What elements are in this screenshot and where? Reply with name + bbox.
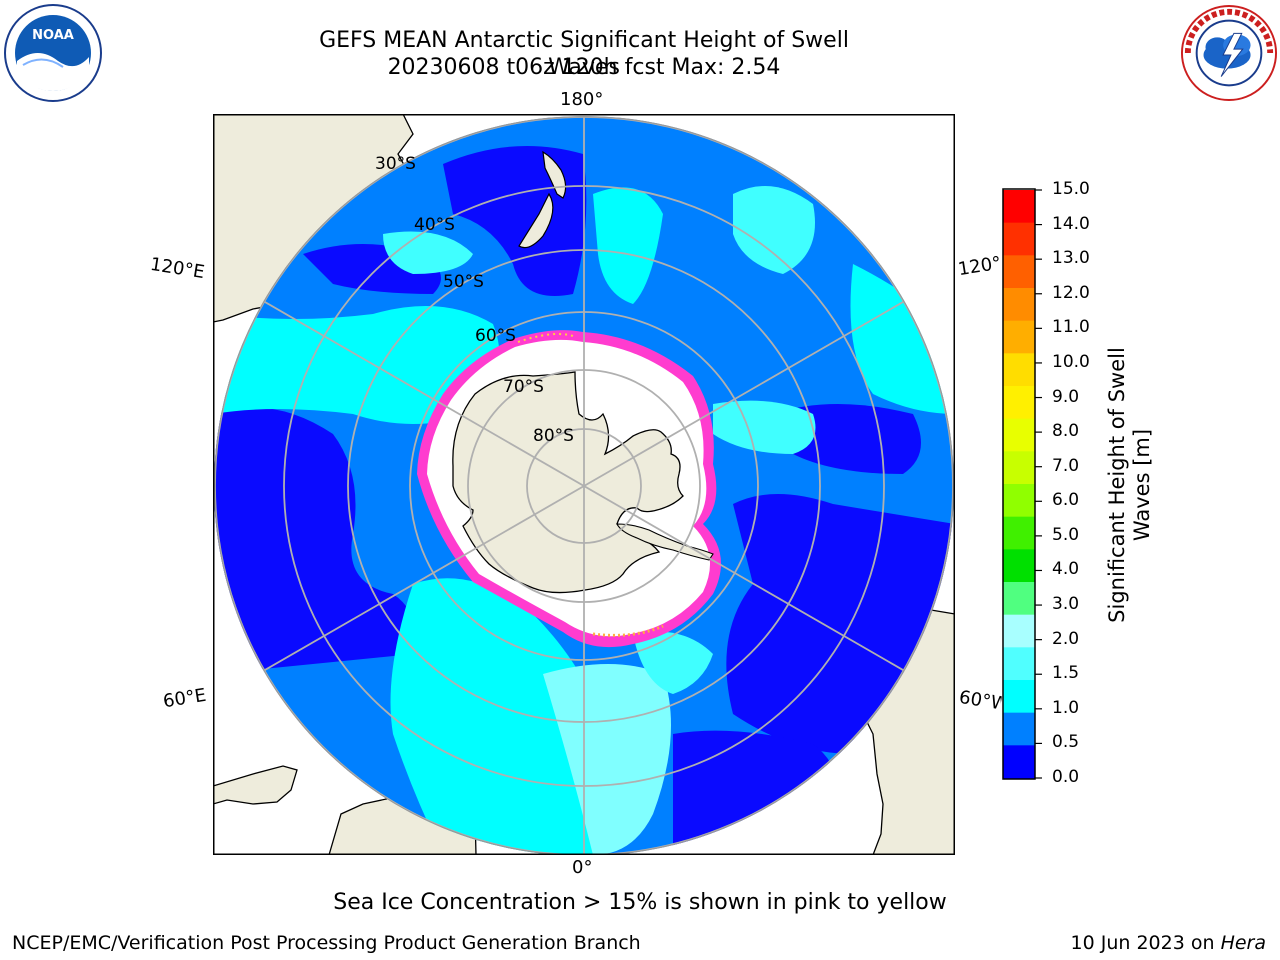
colorbar-band xyxy=(1003,484,1035,518)
colorbar-tick-label: 13.0 xyxy=(1052,248,1090,269)
antarctic-peninsula-land xyxy=(616,523,714,561)
colorbar-band xyxy=(1003,647,1035,681)
colorbar xyxy=(1002,188,1042,780)
colorbar-tick-label: 15.0 xyxy=(1052,179,1090,199)
colorbar-band xyxy=(1003,386,1035,420)
lon-label-60w: 60°W xyxy=(957,686,1003,715)
colorbar-band xyxy=(1003,288,1035,322)
colorbar-band xyxy=(1003,516,1035,550)
colorbar-band xyxy=(1003,745,1035,779)
datestamp: 10 Jun 2023 on Hera xyxy=(1071,932,1266,954)
colorbar-tick-label: 7.0 xyxy=(1052,455,1080,476)
lat-label-30s: 30°S xyxy=(375,154,416,174)
colorbar-tick-label: 2.0 xyxy=(1052,628,1080,649)
colorbar-tick-label: 11.0 xyxy=(1052,317,1090,338)
datestamp-date: 10 Jun 2023 on xyxy=(1070,932,1221,954)
colorbar-band xyxy=(1003,451,1035,485)
lat-label-50s: 50°S xyxy=(443,272,484,292)
lon-label-180: 180° xyxy=(560,89,604,110)
antarctica-land xyxy=(452,371,684,594)
colorbar-tick-label: 6.0 xyxy=(1052,490,1080,511)
lon-label-120e: 120°E xyxy=(148,253,207,284)
nws-logo xyxy=(1180,4,1278,102)
sea-ice-caption: Sea Ice Concentration > 15% is shown in … xyxy=(333,890,947,915)
noaa-logo-text: NOAA xyxy=(32,28,74,43)
colorbar-band xyxy=(1003,255,1035,289)
colorbar-label: Significant Height of Swell Waves [m] xyxy=(1105,347,1154,623)
chart-title: GEFS MEAN Antarctic Significant Height o… xyxy=(319,28,849,80)
colorbar-tick-label: 3.0 xyxy=(1052,594,1080,615)
colorbar-band xyxy=(1003,549,1035,583)
lon-label-0: 0° xyxy=(572,857,593,878)
colorbar-tick-label: 10.0 xyxy=(1052,351,1090,372)
lat-label-70s: 70°S xyxy=(503,377,544,397)
lat-label-60s: 60°S xyxy=(475,326,516,346)
colorbar-tick-label: 0.5 xyxy=(1052,732,1080,753)
colorbar-tick-label: 1.0 xyxy=(1052,697,1080,718)
colorbar-tick-label: 8.0 xyxy=(1052,421,1080,442)
colorbar-tick-label: 14.0 xyxy=(1052,213,1090,234)
colorbar-band xyxy=(1003,320,1035,354)
colorbar-tick-label: 1.5 xyxy=(1052,663,1080,684)
map-frame xyxy=(213,114,955,855)
noaa-logo: NOAA xyxy=(4,4,102,102)
madagascar-land xyxy=(213,765,298,805)
datestamp-machine: Hera xyxy=(1220,932,1266,954)
lon-label-60e: 60°E xyxy=(161,684,208,713)
colorbar-band xyxy=(1003,680,1035,714)
new-zealand-south-land xyxy=(518,192,554,249)
colorbar-band xyxy=(1003,418,1035,452)
lon-label-120w: 120°W xyxy=(956,252,1002,281)
colorbar-tick-label: 5.0 xyxy=(1052,524,1080,545)
credit-line: NCEP/EMC/Verification Post Processing Pr… xyxy=(12,932,641,954)
colorbar-tick-label: 0.0 xyxy=(1052,767,1080,787)
polar-map: 30°S 40°S 50°S 60°S 70°S 80°S xyxy=(213,114,955,855)
chart-subtitle: 20230608 t06z 120h fcst Max: 2.54 xyxy=(387,55,781,80)
colorbar-band xyxy=(1003,614,1035,648)
colorbar-tick-label: 12.0 xyxy=(1052,282,1090,303)
colorbar-tick-label: 9.0 xyxy=(1052,386,1080,407)
colorbar-band xyxy=(1003,222,1035,256)
colorbar-tick-label: 4.0 xyxy=(1052,559,1080,580)
colorbar-band xyxy=(1003,190,1035,224)
colorbar-band xyxy=(1003,353,1035,387)
colorbar-band xyxy=(1003,582,1035,616)
colorbar-band xyxy=(1003,712,1035,746)
lat-label-80s: 80°S xyxy=(533,426,574,446)
lat-label-40s: 40°S xyxy=(414,215,455,235)
